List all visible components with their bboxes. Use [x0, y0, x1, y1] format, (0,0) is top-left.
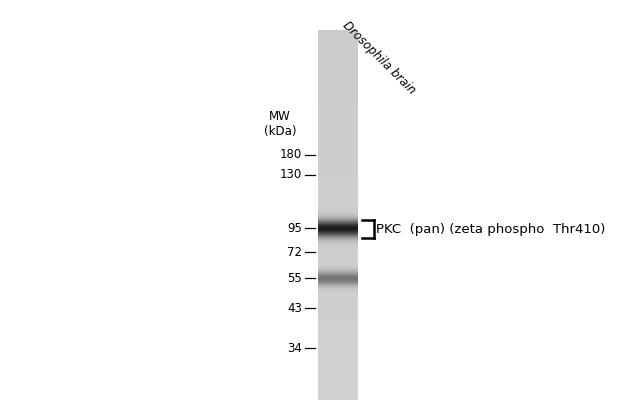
- Text: 55: 55: [287, 272, 302, 285]
- Text: 180: 180: [280, 149, 302, 161]
- Text: Drosophila brain: Drosophila brain: [340, 19, 418, 97]
- Text: 34: 34: [287, 342, 302, 354]
- Text: 43: 43: [287, 302, 302, 314]
- Text: MW
(kDa): MW (kDa): [264, 110, 296, 138]
- Text: 130: 130: [280, 168, 302, 181]
- Text: 95: 95: [287, 221, 302, 235]
- Text: 72: 72: [287, 245, 302, 258]
- Text: PKC  (pan) (zeta phospho  Thr410): PKC (pan) (zeta phospho Thr410): [376, 223, 605, 235]
